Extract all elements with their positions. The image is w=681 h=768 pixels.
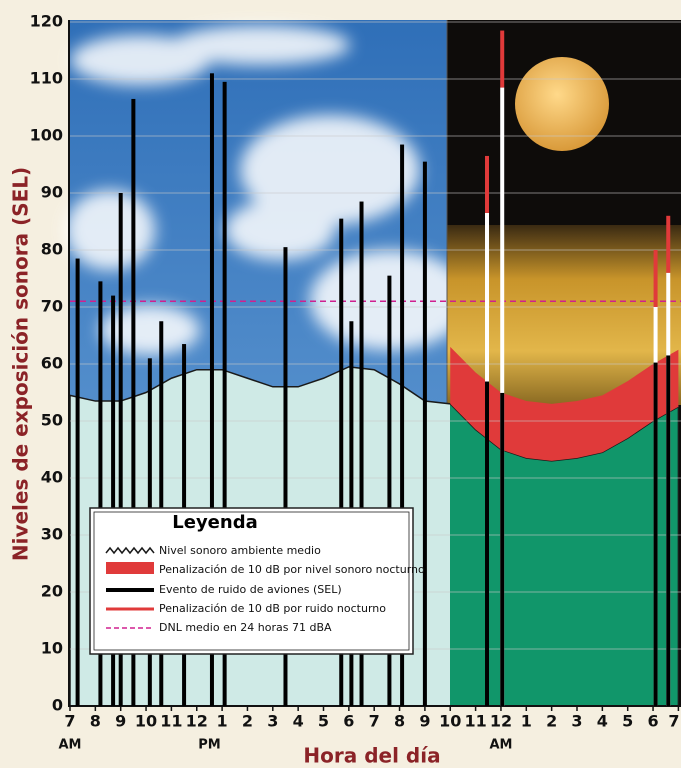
event-bar-shade xyxy=(500,392,505,706)
x-tick-label: 4 xyxy=(597,712,608,731)
x-tick-label: 6 xyxy=(343,712,354,731)
event-bar xyxy=(339,218,344,706)
event-penalty xyxy=(666,215,671,273)
event-bar xyxy=(283,247,288,706)
legend-label: Penalización de 10 dB por ruido nocturno xyxy=(159,602,386,615)
event-bar xyxy=(222,81,227,707)
y-tick-label: 90 xyxy=(41,183,63,202)
x-sublabel: AM xyxy=(59,738,82,753)
y-tick-label: 60 xyxy=(41,354,63,373)
y-tick-label: 70 xyxy=(41,297,63,316)
x-tick-label: 8 xyxy=(394,712,405,731)
y-tick-label: 20 xyxy=(41,582,63,601)
x-tick-label: 7 xyxy=(668,712,679,731)
event-bar xyxy=(400,144,405,707)
y-axis-title: Niveles de exposición sonora (SEL) xyxy=(9,167,33,561)
legend-title: Leyenda xyxy=(172,512,257,533)
event-bar xyxy=(359,201,364,707)
x-tick-label: 9 xyxy=(419,712,430,731)
x-tick-label: 2 xyxy=(242,712,253,731)
event-penalty xyxy=(485,155,490,213)
y-tick-label: 120 xyxy=(30,12,63,31)
y-tick-label: 30 xyxy=(41,525,63,544)
x-axis-title: Hora del día xyxy=(303,744,440,768)
x-tick-label: 12 xyxy=(490,712,512,731)
x-tick-label: 1 xyxy=(521,712,532,731)
legend-box xyxy=(89,507,414,655)
legend: Leyenda Nivel sonoro ambiente medio Pena… xyxy=(89,507,425,655)
x-tick-label: 11 xyxy=(160,712,182,731)
y-tick-label: 10 xyxy=(41,639,63,658)
x-tick-label: 5 xyxy=(622,712,633,731)
x-tick-label: 10 xyxy=(439,712,461,731)
x-tick-label: 1 xyxy=(217,712,228,731)
x-tick-label: 3 xyxy=(267,712,278,731)
x-tick-label: 7 xyxy=(64,712,75,731)
event-bar xyxy=(131,98,136,706)
y-tick-label: 0 xyxy=(52,696,63,715)
x-tick-label: 4 xyxy=(293,712,304,731)
x-tick-label: 2 xyxy=(546,712,557,731)
event-bar xyxy=(387,275,392,706)
event-bar xyxy=(75,258,80,706)
x-tick-label: 3 xyxy=(571,712,582,731)
legend-ambient-symbol xyxy=(105,546,155,555)
y-tick-label: 110 xyxy=(30,69,63,88)
event-penalty xyxy=(500,30,505,88)
event-bar-shade xyxy=(485,381,490,706)
legend-label: DNL medio en 24 horas 71 dBA xyxy=(159,621,332,634)
legend-inner-border xyxy=(93,511,410,651)
x-tick-label: 5 xyxy=(318,712,329,731)
event-bar xyxy=(209,73,214,707)
x-sublabel: PM xyxy=(198,738,220,753)
x-tick-label: 11 xyxy=(464,712,486,731)
x-tick-label: 7 xyxy=(369,712,380,731)
y-tick-label: 40 xyxy=(41,468,63,487)
x-tick-label: 9 xyxy=(115,712,126,731)
legend-label: Nivel sonoro ambiente medio xyxy=(159,544,321,557)
event-bar-shade xyxy=(653,362,658,706)
event-bar xyxy=(98,281,103,706)
y-tick-label: 80 xyxy=(41,240,63,259)
x-tick-label: 8 xyxy=(90,712,101,731)
event-bar xyxy=(422,161,427,706)
event-penalty xyxy=(653,250,658,307)
legend-label: Evento de ruido de aviones (SEL) xyxy=(159,583,342,596)
x-tick-label: 12 xyxy=(186,712,208,731)
x-sublabel: AM xyxy=(489,738,512,753)
legend-label: Penalización de 10 dB por nivel sonoro n… xyxy=(159,563,425,576)
y-tick-label: 50 xyxy=(41,411,63,430)
y-tick-label: 100 xyxy=(30,126,63,145)
night-penalty-band xyxy=(450,346,679,461)
legend-night-penalty-symbol xyxy=(106,562,154,574)
event-bar xyxy=(118,193,123,706)
event-bar xyxy=(111,295,116,706)
x-tick-label: 10 xyxy=(135,712,157,731)
event-bar-shade xyxy=(666,355,671,706)
x-tick-label: 6 xyxy=(647,712,658,731)
